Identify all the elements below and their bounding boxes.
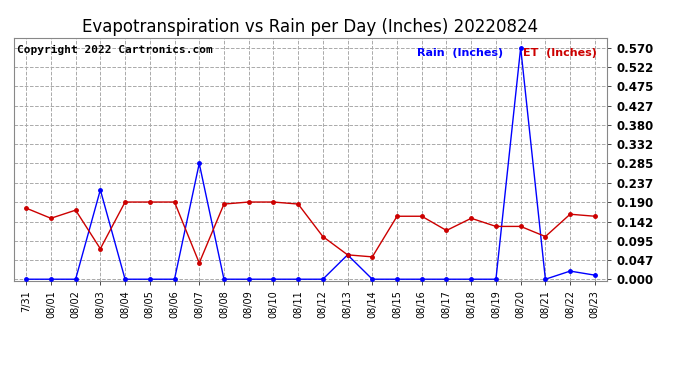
Text: Copyright 2022 Cartronics.com: Copyright 2022 Cartronics.com (17, 45, 213, 55)
Title: Evapotranspiration vs Rain per Day (Inches) 20220824: Evapotranspiration vs Rain per Day (Inch… (82, 18, 539, 36)
Legend: Rain  (Inches), ET  (Inches): Rain (Inches), ET (Inches) (396, 43, 602, 62)
